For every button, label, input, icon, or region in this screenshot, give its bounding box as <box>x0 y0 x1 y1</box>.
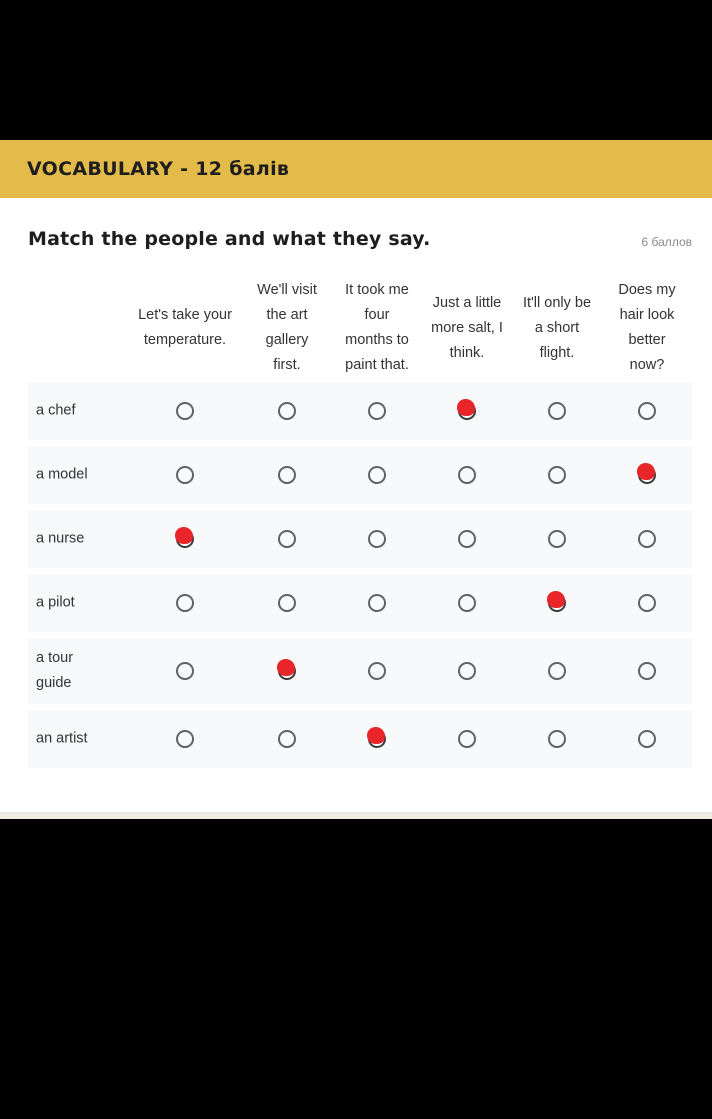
column-header-line: It'll only be <box>522 294 592 311</box>
column-header-line: Just a little <box>432 294 502 311</box>
column-header-line: months to <box>345 332 409 348</box>
column-header-line: Let's take your <box>138 307 232 323</box>
radio-option[interactable] <box>368 466 386 484</box>
radio-option[interactable] <box>548 730 566 748</box>
grid-row: an artist <box>28 710 692 768</box>
column-header-line: gallery <box>265 332 309 348</box>
radio-option[interactable] <box>458 466 476 484</box>
radio-option[interactable] <box>458 530 476 548</box>
grid-row: a tour guide <box>28 638 692 704</box>
row-label-line: a pilot <box>36 594 75 611</box>
column-header-line: the art <box>266 307 308 323</box>
column-header-line: better <box>628 332 666 348</box>
row-label: a model <box>36 463 116 488</box>
column-header-line: hair look <box>619 307 675 323</box>
radio-option[interactable] <box>458 662 476 680</box>
column-header-6: Does my hair look better now? <box>618 276 675 380</box>
column-header-line: It took me <box>345 282 409 298</box>
grid-row: a pilot <box>28 574 692 632</box>
radio-option[interactable] <box>638 594 656 612</box>
column-header-5: It'll only be a short flight. <box>523 276 591 380</box>
row-label: a nurse <box>36 527 116 552</box>
radio-option[interactable] <box>176 466 194 484</box>
radio-option[interactable] <box>278 730 296 748</box>
question-title: Match the people and what they say. <box>28 228 431 250</box>
radio-option[interactable] <box>547 591 566 612</box>
radio-option[interactable] <box>637 463 656 484</box>
row-label-line: an artist <box>36 730 88 747</box>
row-label: a tour guide <box>36 646 116 696</box>
radio-option[interactable] <box>176 730 194 748</box>
radio-option[interactable] <box>278 402 296 420</box>
column-header-3: It took me four months to paint that. <box>345 276 409 380</box>
row-label-line: guide <box>36 675 72 691</box>
column-header-line: We'll visit <box>257 282 317 298</box>
row-label: an artist <box>36 727 116 752</box>
grid-row: a nurse <box>28 510 692 568</box>
row-label-line: a chef <box>36 402 76 419</box>
radio-option[interactable] <box>176 594 194 612</box>
row-label-line: a model <box>36 466 88 483</box>
radio-option[interactable] <box>638 662 656 680</box>
question-card: Match the people and what they say. 6 ба… <box>0 198 712 814</box>
radio-option[interactable] <box>278 594 296 612</box>
column-header-4: Just a little more salt, I think. <box>431 276 503 380</box>
radio-option[interactable] <box>457 399 476 420</box>
radio-option[interactable] <box>458 594 476 612</box>
radio-option[interactable] <box>548 466 566 484</box>
radio-option[interactable] <box>368 594 386 612</box>
column-header-line: four <box>364 307 390 323</box>
radio-option[interactable] <box>278 466 296 484</box>
radio-option[interactable] <box>277 659 296 680</box>
row-label: a pilot <box>36 591 116 616</box>
column-header-line: now? <box>629 357 665 373</box>
radio-option[interactable] <box>458 730 476 748</box>
radio-option[interactable] <box>176 662 194 680</box>
radio-option[interactable] <box>638 530 656 548</box>
section-title: VOCABULARY - 12 балів <box>27 158 290 180</box>
column-header-line: first. <box>273 357 301 373</box>
column-header-line: a short <box>534 319 580 336</box>
grid-row: a model <box>28 446 692 504</box>
column-header-1: Let's take your temperature. <box>138 276 232 380</box>
radio-option[interactable] <box>548 530 566 548</box>
radio-option[interactable] <box>638 402 656 420</box>
radio-option[interactable] <box>548 662 566 680</box>
radio-option[interactable] <box>175 527 194 548</box>
radio-option[interactable] <box>278 530 296 548</box>
radio-option[interactable] <box>548 402 566 420</box>
column-header-line: paint that. <box>345 357 409 373</box>
row-label: a chef <box>36 399 116 424</box>
column-header-line: think. <box>449 344 485 361</box>
radio-option[interactable] <box>638 730 656 748</box>
column-header-line: more salt, I <box>431 319 503 336</box>
points-label: 6 баллов <box>641 235 692 249</box>
grid-row: a chef <box>28 382 692 440</box>
column-header-2: We'll visit the art gallery first. <box>257 276 317 380</box>
row-label-line: a nurse <box>36 530 85 547</box>
section-header: VOCABULARY - 12 балів <box>0 140 712 198</box>
radio-option[interactable] <box>176 402 194 420</box>
radio-option[interactable] <box>368 402 386 420</box>
radio-option[interactable] <box>367 727 386 748</box>
column-header-line: flight. <box>539 344 575 361</box>
radio-option[interactable] <box>368 530 386 548</box>
column-header-line: Does my <box>618 282 676 298</box>
radio-option[interactable] <box>368 662 386 680</box>
card-bottom-strip <box>0 814 712 819</box>
row-label-line: a tour <box>36 650 74 666</box>
column-header-line: temperature. <box>143 332 227 348</box>
